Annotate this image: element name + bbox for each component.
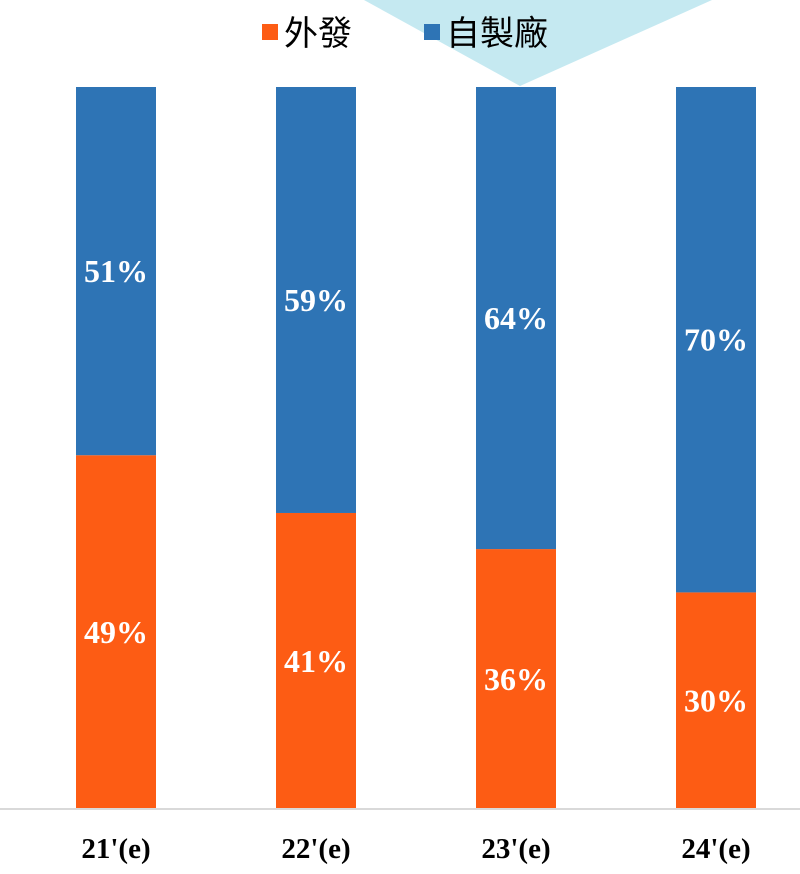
bar-external-3 <box>476 549 556 809</box>
data-label-inhouse-2: 59% <box>284 282 348 318</box>
legend-swatch-inhouse <box>424 24 440 40</box>
callout-shape <box>364 0 712 86</box>
data-label-inhouse-4: 70% <box>684 322 748 358</box>
bar-inhouse-2 <box>276 87 356 513</box>
legend: 外發 自製廠 <box>262 14 548 54</box>
bar-inhouse-1 <box>76 87 156 456</box>
bar-external-2 <box>276 512 356 809</box>
legend-item-inhouse: 自製廠 <box>424 14 548 54</box>
bars-group: 49% 51% 41% 59% 36% 64% 30% 70% <box>76 87 756 809</box>
legend-swatch-external <box>262 24 278 40</box>
x-tick-labels: 21'(e) 22'(e) 23'(e) 24'(e) <box>81 833 750 865</box>
legend-label-external: 外發 <box>284 14 352 54</box>
data-label-external-1: 49% <box>84 614 148 650</box>
data-label-external-2: 41% <box>284 643 348 679</box>
bar-inhouse-3 <box>476 87 556 550</box>
x-tick-label-4: 24'(e) <box>681 833 750 865</box>
data-label-external-4: 30% <box>684 683 748 719</box>
x-tick-label-3: 23'(e) <box>481 833 550 865</box>
data-label-inhouse-3: 64% <box>484 300 548 336</box>
legend-item-external: 外發 <box>262 14 352 54</box>
x-tick-label-1: 21'(e) <box>81 833 150 865</box>
data-label-inhouse-1: 51% <box>84 253 148 289</box>
bar-inhouse-4 <box>676 87 756 593</box>
x-tick-label-2: 22'(e) <box>281 833 350 865</box>
bar-external-1 <box>76 455 156 809</box>
bar-external-4 <box>676 592 756 809</box>
data-label-external-3: 36% <box>484 661 548 697</box>
legend-label-inhouse: 自製廠 <box>446 14 548 54</box>
